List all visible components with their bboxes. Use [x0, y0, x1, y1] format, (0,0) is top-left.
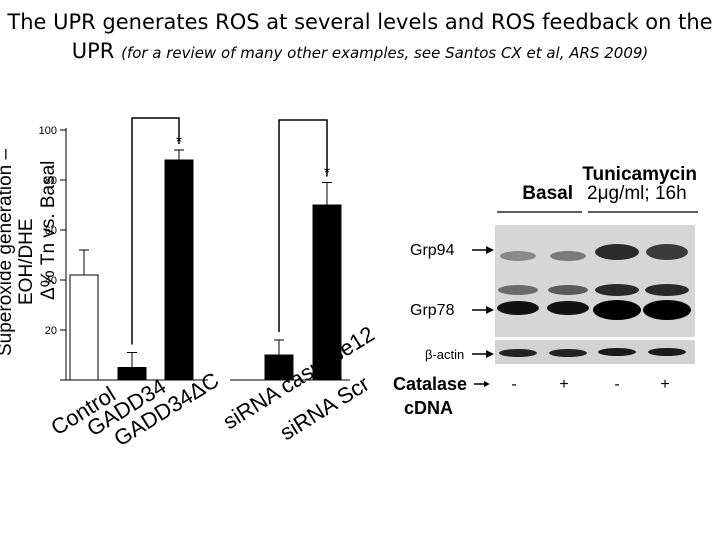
grp78-band-lane2	[547, 301, 589, 315]
title-line-2: UPR (for a review of many other examples…	[0, 37, 720, 68]
significance-bracket-0	[131, 117, 180, 345]
band-label-actin: β-actin	[425, 347, 464, 362]
grp94-band-lane3	[595, 244, 639, 260]
arrow-grp78-head	[486, 306, 494, 314]
significance-bracket-1	[278, 119, 328, 332]
band-label-grp94: Grp94	[410, 242, 455, 259]
y-tick-label-80: 80	[45, 175, 57, 187]
lane-sign-3: -	[614, 376, 619, 393]
grp78-upper-lane3	[595, 284, 639, 296]
y-ticks: 20 40 60 80 100	[39, 125, 66, 381]
y-axis-label: Superoxide generation – EOH/DHE Δ% Tn vs…	[0, 149, 59, 356]
y-label-line-3: Δ% Tn vs. Basal	[38, 161, 59, 300]
blot-header: Tunicamycin	[582, 164, 697, 185]
lane-sign-4: +	[660, 376, 669, 393]
grp78-upper-lane4	[645, 284, 689, 296]
bars	[69, 149, 342, 381]
grp78-band-lane1	[497, 301, 539, 315]
bar-1	[117, 367, 147, 381]
bar-0	[69, 274, 99, 381]
y-tick-label-20: 20	[45, 325, 57, 337]
arrow-grp94-head	[486, 246, 494, 254]
grp78-band-lane4	[643, 300, 691, 320]
y-tick-label-60: 60	[45, 225, 57, 237]
title-line-2-main: UPR	[71, 39, 115, 63]
y-label-line-2: EOH/DHE	[16, 218, 37, 305]
bar-3	[264, 354, 294, 381]
band-label-grp78: Grp78	[410, 302, 455, 319]
significance-star-0: *	[176, 134, 182, 151]
y-label-line-1: Superoxide generation –	[0, 149, 16, 356]
actin-band-lane1	[499, 349, 537, 357]
lane-sign-2: +	[559, 376, 568, 393]
title-line-1: The UPR generates ROS at several levels …	[7, 10, 713, 34]
grp78-upper-lane2	[548, 285, 588, 295]
condition-label-line-2: cDNA	[404, 398, 453, 418]
title-line-2-note: (for a review of many other examples, se…	[121, 44, 649, 62]
bar-2	[164, 159, 194, 381]
lane-sign-1: -	[511, 376, 516, 393]
significance-brackets: **	[131, 117, 330, 345]
actin-band-lane2	[549, 349, 587, 357]
actin-band-lane3	[598, 348, 636, 356]
actin-band-lane4	[648, 348, 686, 356]
grp94-band-lane2	[550, 251, 586, 261]
arrow-actin-head	[486, 350, 494, 358]
grp94-band-lane4	[646, 244, 688, 260]
condition-label-line-1: Catalase	[393, 374, 467, 394]
y-tick-label-40: 40	[45, 275, 57, 287]
grp78-upper-lane1	[498, 285, 538, 295]
blot-membrane-upper	[495, 225, 695, 337]
blot-panel: Tunicamycin Basal 2μg/ml; 16h Grp94 Grp7…	[393, 164, 698, 418]
significance-star-1: *	[324, 165, 330, 182]
blot-basal-label: Basal	[522, 183, 573, 204]
y-tick-label-100: 100	[39, 125, 57, 137]
grp78-band-lane3	[593, 300, 641, 320]
arrow-condition-head	[484, 381, 490, 387]
blot-treat-label: 2μg/ml; 16h	[587, 183, 687, 204]
bar-4	[312, 204, 342, 381]
page-title: The UPR generates ROS at several levels …	[0, 8, 720, 68]
grp94-band-lane1	[500, 251, 536, 261]
